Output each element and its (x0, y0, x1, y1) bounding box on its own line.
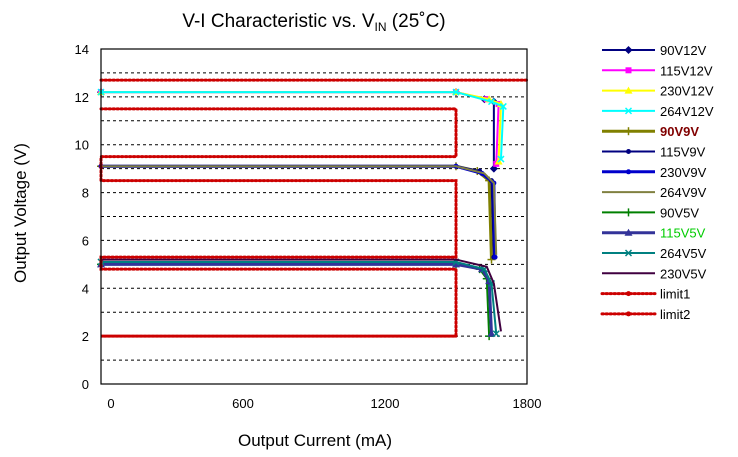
x-axis-label: Output Current (mA) (238, 431, 392, 450)
legend-label: 90V5V (660, 205, 699, 220)
title-suffix: (25˚C) (387, 11, 446, 32)
series-limit2 (99, 107, 458, 338)
x-tick-labels: 0 600 1200 1800 (107, 396, 541, 411)
y-tick-label: 2 (82, 329, 89, 344)
data-point (452, 88, 460, 96)
legend-label: 115V9V (660, 145, 706, 160)
legend-marker (624, 127, 633, 136)
series-line (101, 258, 502, 332)
legend-label: 90V9V (660, 124, 699, 139)
legend-label: 230V12V (660, 84, 714, 99)
legend-item-264V5V: 264V5V (602, 246, 707, 261)
legend-marker (624, 208, 633, 217)
series-line (99, 107, 458, 338)
data-point (499, 102, 507, 110)
x-tick-label: 1200 (371, 396, 400, 411)
legend-marker (624, 228, 633, 236)
legend-marker (626, 311, 631, 317)
legend-item-230V9V: 230V9V (602, 165, 707, 180)
data-point (497, 155, 505, 163)
legend-marker (626, 149, 631, 154)
x-tick-label: 600 (232, 396, 254, 411)
y-tick-label: 0 (82, 377, 89, 392)
legend-item-230V12V: 230V12V (602, 84, 714, 99)
x-tick-label: 0 (107, 396, 114, 411)
legend-item-264V12V: 264V12V (602, 104, 714, 119)
legend-item-230V5V: 230V5V (602, 266, 707, 281)
legend-marker (624, 86, 633, 94)
legend-marker (625, 67, 632, 74)
title-subscript: IN (375, 20, 387, 34)
title-text: V-I Characteristic vs. VIN (25˚C) (182, 11, 445, 34)
legend-label: 264V12V (660, 104, 714, 119)
series-264V12V (97, 88, 507, 163)
legend-label: 90V12V (660, 43, 707, 58)
axes (100, 48, 528, 385)
series-group (97, 78, 529, 341)
legend-label: 115V5V (660, 226, 706, 241)
y-tick-label: 8 (82, 186, 89, 201)
legend-item-115V9V: 115V9V (602, 145, 706, 160)
legend-label: 264V9V (660, 185, 707, 200)
data-point (492, 254, 498, 260)
legend-item-264V9V: 264V9V (602, 185, 707, 200)
y-tick-label: 14 (75, 42, 89, 57)
legend-label: limit1 (660, 287, 690, 302)
legend-label: limit2 (660, 307, 690, 322)
series-230V5V (101, 258, 502, 332)
legend: 90V12V 115V12V 230V12V 264V12V 90V9V 115V9V 23… (600, 43, 714, 322)
data-point (487, 98, 496, 106)
legend-item-90V5V: 90V5V (602, 205, 699, 220)
series-264V9V (101, 165, 498, 255)
title-main: V-I Characteristic vs. V (182, 11, 374, 32)
legend-item-90V9V: 90V9V (602, 124, 699, 139)
legend-label: 264V5V (660, 246, 707, 261)
y-tick-labels: 0 2 4 6 8 10 12 14 (75, 42, 89, 392)
legend-item-90V12V: 90V12V (602, 43, 707, 58)
legend-marker (624, 249, 633, 257)
data-point (492, 330, 500, 338)
data-point (452, 260, 460, 268)
legend-marker (624, 46, 633, 54)
legend-marker (626, 169, 631, 175)
y-tick-label: 6 (82, 233, 89, 248)
legend-item-limit1: limit1 (600, 287, 690, 302)
legend-item-115V12V: 115V12V (602, 63, 713, 78)
legend-label: 230V5V (660, 266, 707, 281)
series-line (101, 165, 498, 255)
legend-marker (626, 291, 631, 297)
legend-item-115V5V: 115V5V (602, 226, 706, 241)
y-tick-label: 4 (82, 281, 89, 296)
y-axis-label: Output Voltage (V) (11, 143, 30, 283)
chart-title: V-I Characteristic vs. VIN (25˚C) (182, 11, 445, 34)
data-point (487, 329, 496, 337)
legend-label: 230V9V (660, 165, 707, 180)
legend-marker (624, 107, 633, 115)
plot-border (100, 48, 528, 385)
y-tick-label: 10 (75, 138, 89, 153)
legend-label: 115V12V (660, 63, 713, 78)
x-tick-label: 1800 (513, 396, 542, 411)
legend-item-limit2: limit2 (600, 307, 690, 322)
y-tick-label: 12 (75, 90, 89, 105)
